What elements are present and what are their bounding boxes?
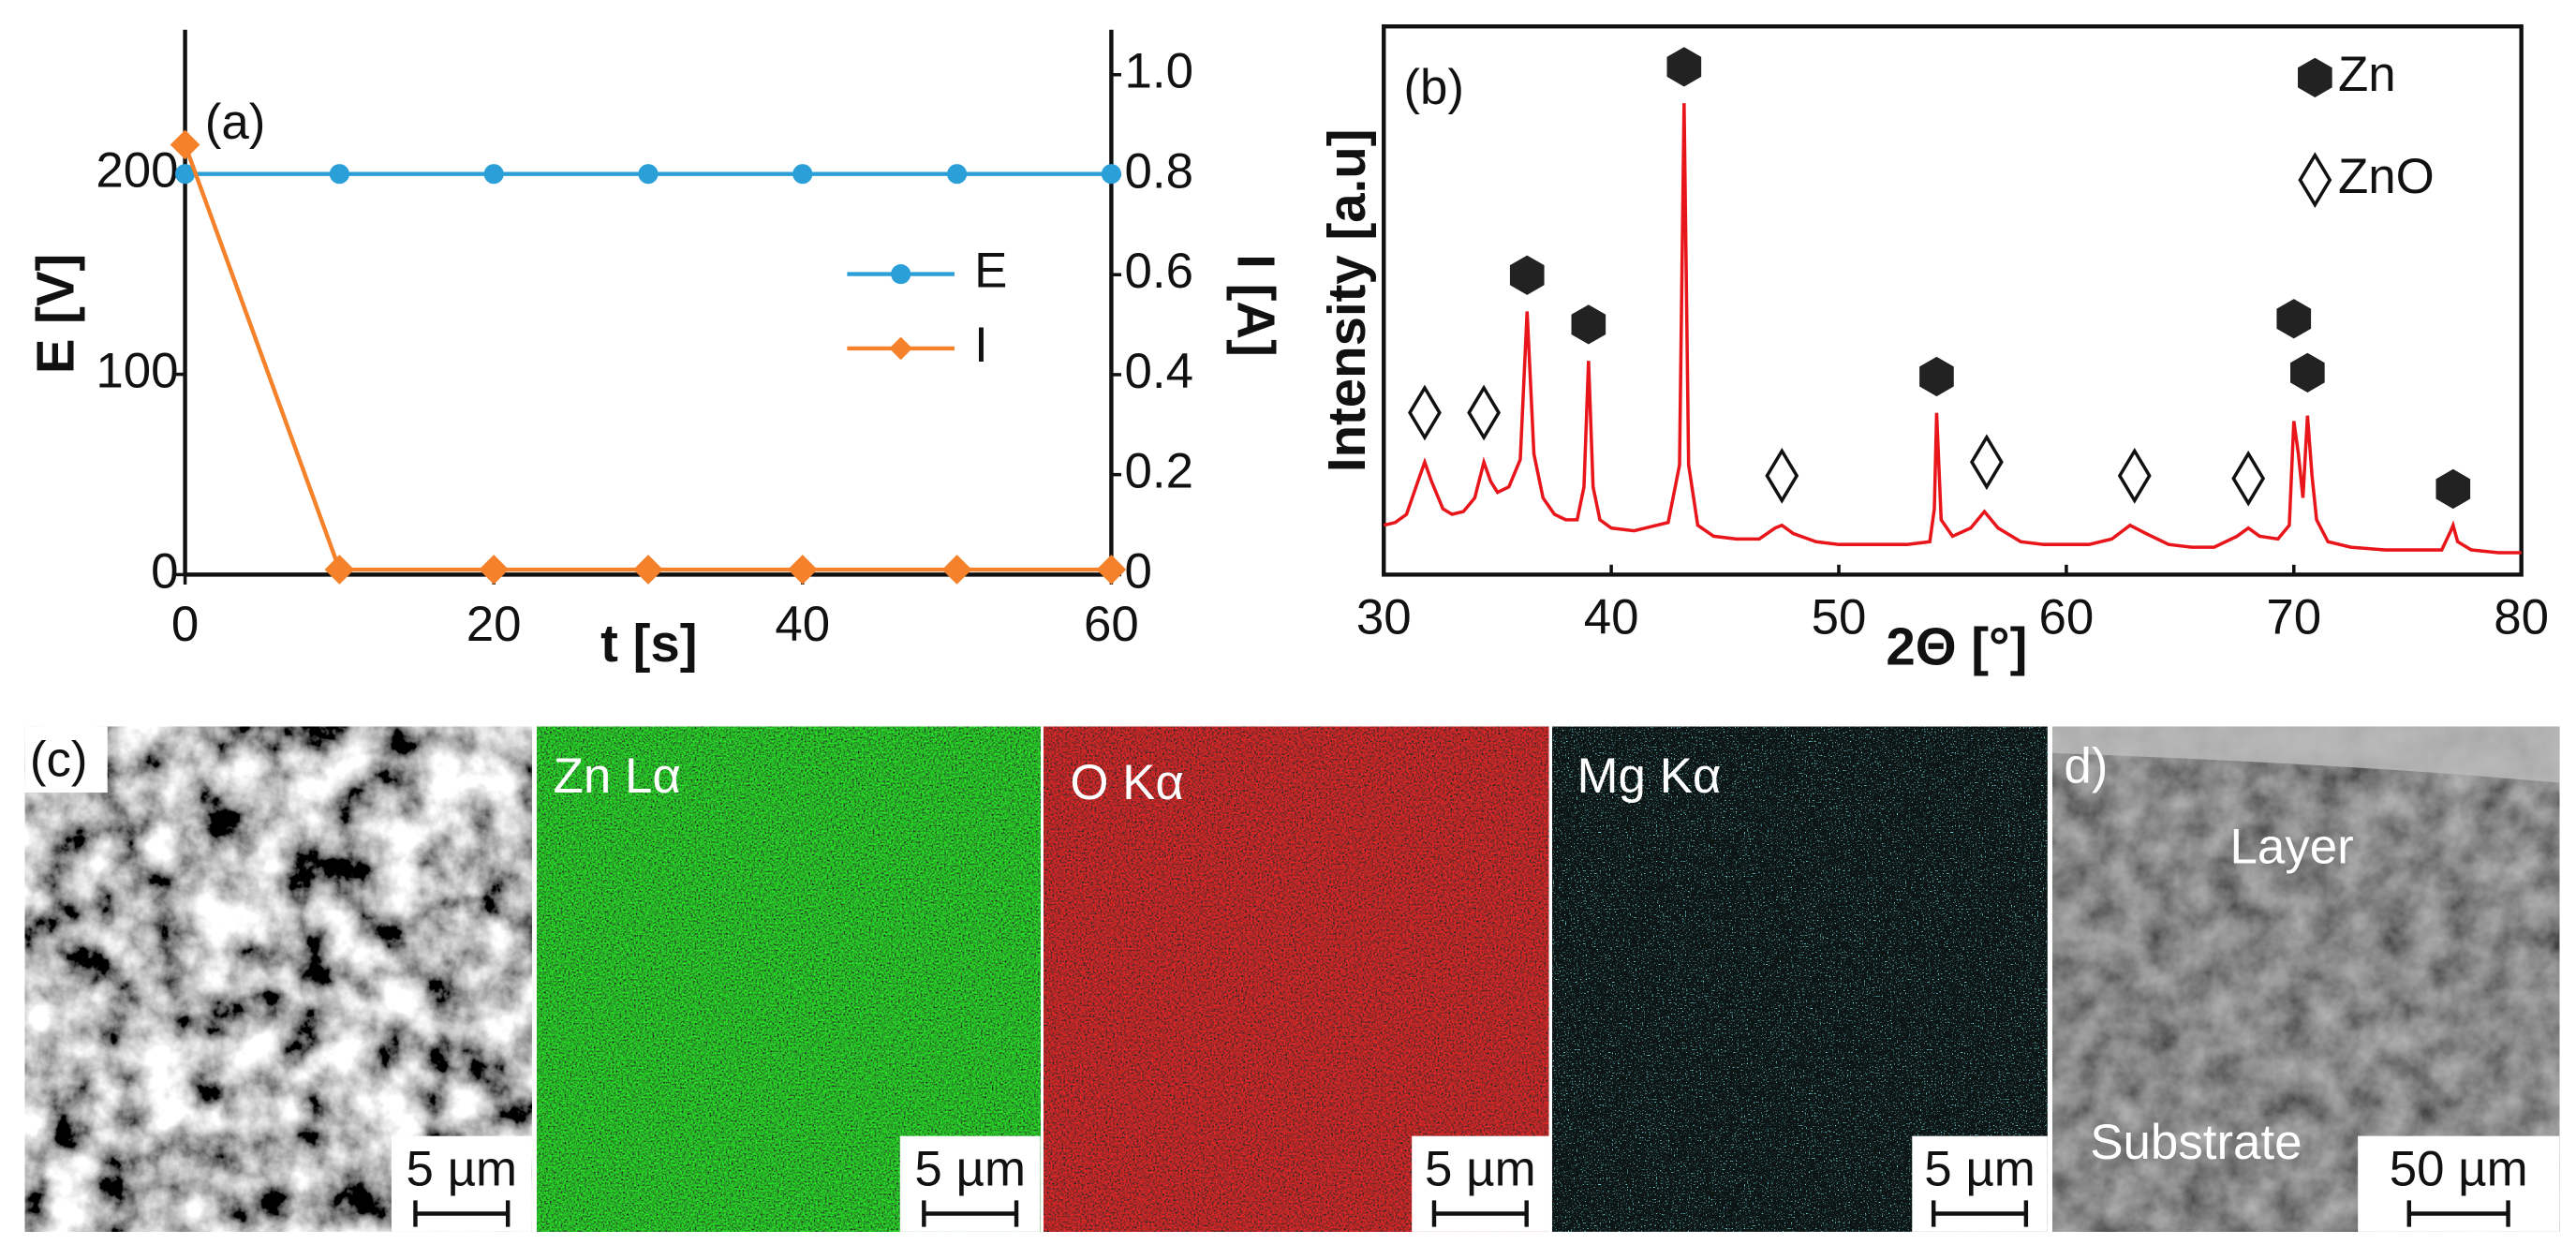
y2-tick-label: 0.4: [1125, 344, 1193, 399]
point: [941, 555, 972, 585]
zn-peak: [1666, 47, 1702, 87]
scale-bar: [1431, 1200, 1529, 1227]
x-tick-label: 70: [2266, 590, 2321, 645]
panel-label: (b): [1403, 60, 1464, 115]
legend-marker: [2298, 57, 2332, 97]
zno-peak: [2231, 450, 2266, 507]
point: [483, 164, 504, 185]
panel-label: d): [2064, 738, 2108, 793]
scale-bar: [2406, 1200, 2510, 1227]
region-label: Layer: [2230, 820, 2354, 875]
x-tick-label: 50: [1812, 590, 1867, 645]
y-axis-label: Intensity [a.u]: [1317, 129, 1376, 473]
scale-bar-label: 5 µm: [1425, 1141, 1536, 1196]
y2-axis-label: I [A]: [1226, 254, 1285, 357]
x-tick-label: 40: [1584, 590, 1639, 645]
point: [792, 164, 813, 185]
legend-marker: [889, 336, 913, 361]
scale-bar: [1931, 1200, 2029, 1227]
panel-label: Mg Kα: [1577, 748, 1721, 804]
region-label: Substrate: [2090, 1115, 2302, 1170]
zno-peak: [1467, 384, 1502, 441]
point: [638, 164, 659, 185]
x-tick-label: 40: [775, 597, 830, 652]
point: [787, 555, 818, 585]
plot-frame: [1382, 23, 2524, 577]
scale-bar-label: 50 µm: [2390, 1141, 2528, 1196]
y-axis-label: E [V]: [26, 254, 85, 374]
y2-tick-label: 0.6: [1125, 244, 1193, 299]
legend-label: ZnO: [2338, 149, 2435, 204]
x-axis-label: t [s]: [600, 614, 697, 673]
point: [175, 164, 196, 185]
zn-peak: [1571, 304, 1606, 345]
y2-tick-label: 0.8: [1125, 143, 1193, 199]
zno-peak: [1765, 447, 1799, 504]
panel-label: (c): [30, 732, 88, 787]
y-tick-label: 100: [96, 344, 178, 399]
label-bg: [24, 726, 108, 793]
zn-peak: [2276, 299, 2312, 339]
series-line: [183, 143, 1112, 572]
y2-tick-label: 1.0: [1125, 44, 1193, 99]
zno-peak: [1408, 384, 1442, 441]
x-tick-label: 80: [2494, 590, 2549, 645]
scale-bar: [922, 1200, 1019, 1227]
point: [1096, 555, 1127, 585]
zn-peak: [1509, 255, 1545, 295]
zn-peak: [1919, 356, 1954, 397]
zno-peak: [1969, 434, 2004, 491]
x-tick-label: 20: [466, 597, 522, 652]
scale-bar-label: 5 µm: [1924, 1141, 2036, 1196]
legend-label: Zn: [2338, 47, 2396, 102]
point: [633, 555, 663, 585]
x-axis-label: 2Θ [°]: [1886, 616, 2027, 675]
zn-peak: [2290, 352, 2325, 393]
scale-bar-label: 5 µm: [914, 1141, 1026, 1196]
zn-peak: [2435, 468, 2471, 510]
y-tick-label: 200: [96, 143, 178, 199]
point: [329, 164, 349, 185]
point: [324, 555, 355, 585]
legend-marker: [2298, 152, 2332, 208]
point: [1101, 164, 1121, 185]
x-tick-label: 60: [2038, 590, 2094, 645]
image-row: (c) Zn Lα O Kα Mg Kα d) Layer Substrate: [24, 726, 2560, 1232]
point: [479, 555, 510, 585]
y2-tick-label: 0: [1125, 543, 1152, 599]
legend-marker: [891, 264, 911, 285]
point: [947, 164, 968, 185]
x-tick-label: 60: [1084, 597, 1139, 652]
zno-peak: [2117, 447, 2152, 504]
spectrum: [1383, 103, 2522, 555]
scale-bar-label: 5 µm: [407, 1141, 518, 1196]
legend-label: I: [974, 318, 988, 373]
legend-label: E: [974, 244, 1007, 299]
panel-label: (a): [205, 95, 266, 150]
panel-label: Zn Lα: [554, 748, 681, 804]
scale-bar-bg: [2358, 1135, 2560, 1232]
surface: [2052, 726, 2560, 783]
x-tick-label: 0: [171, 597, 199, 652]
y2-tick-label: 0.2: [1125, 444, 1193, 499]
point: [170, 129, 200, 160]
scale-bar: [413, 1200, 511, 1227]
y-tick-label: 0: [151, 543, 178, 599]
x-tick-label: 30: [1356, 590, 1412, 645]
panel-label: O Kα: [1070, 755, 1184, 810]
